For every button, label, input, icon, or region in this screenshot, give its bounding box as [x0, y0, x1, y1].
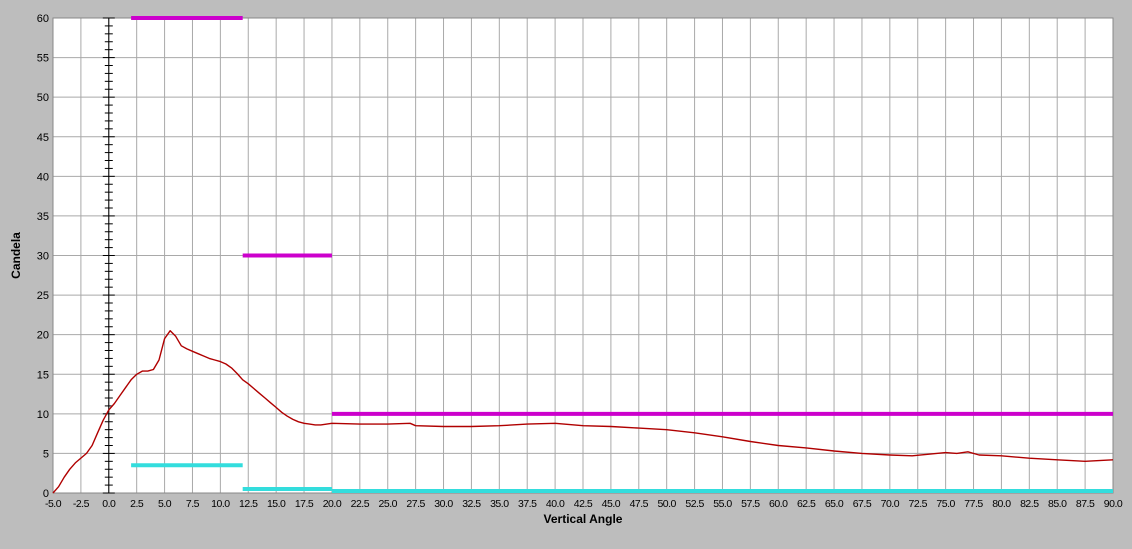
y-tick-label: 15	[37, 369, 49, 381]
y-tick-label: 60	[37, 13, 49, 25]
y-tick-label: 5	[43, 448, 49, 460]
x-tick-label: 40.0	[546, 498, 565, 510]
x-tick-label: 50.0	[657, 498, 676, 510]
x-tick-label: 65.0	[825, 498, 844, 510]
x-tick-label: 35.0	[490, 498, 509, 510]
x-tick-label: 67.5	[853, 498, 872, 510]
x-tick-label: 57.5	[741, 498, 760, 510]
x-tick-label: 5.0	[158, 498, 172, 510]
x-tick-label: 17.5	[295, 498, 314, 510]
x-tick-label: 82.5	[1020, 498, 1039, 510]
x-tick-label: 45.0	[602, 498, 621, 510]
y-tick-label: 40	[37, 171, 49, 183]
x-axis-label: Vertical Angle	[544, 512, 623, 526]
y-tick-label: 35	[37, 211, 49, 223]
x-tick-label: 10.0	[211, 498, 230, 510]
x-tick-label: 30.0	[434, 498, 453, 510]
zero-degree-axis	[102, 17, 115, 494]
x-tick-label: 77.5	[964, 498, 983, 510]
limit-lines	[131, 16, 1113, 494]
x-tick-label: 52.5	[685, 498, 704, 510]
x-tick-label: 75.0	[936, 498, 955, 510]
x-tick-label: 25.0	[379, 498, 398, 510]
x-tick-label: 2.5	[130, 498, 144, 510]
y-tick-label: 45	[37, 132, 49, 144]
x-tick-label: -2.5	[73, 498, 90, 510]
x-tick-label: 47.5	[630, 498, 649, 510]
y-tick-label: 30	[37, 251, 49, 263]
x-tick-label: 37.5	[518, 498, 537, 510]
y-tick-label: 20	[37, 330, 49, 342]
y-tick-label: 0	[43, 488, 49, 500]
x-tick-labels: -5.0 -2.5 0.0 2.5 5.0 7.5 10.0 12.5 15.0 17.5 20.0…	[45, 498, 1123, 510]
x-tick-label: 70.0	[881, 498, 900, 510]
x-tick-label: 62.5	[797, 498, 816, 510]
x-tick-label: 0.0	[102, 498, 116, 510]
y-tick-label: 25	[37, 290, 49, 302]
x-tick-label: 72.5	[909, 498, 928, 510]
x-tick-label: 85.0	[1048, 498, 1067, 510]
x-tick-label: 60.0	[769, 498, 788, 510]
y-tick-label: 55	[37, 53, 49, 65]
x-tick-label: 55.0	[713, 498, 732, 510]
x-tick-label: 15.0	[267, 498, 286, 510]
x-tick-label: 20.0	[323, 498, 342, 510]
x-tick-label: 42.5	[574, 498, 593, 510]
y-tick-labels: 0 5 10 15 20 25 30 35 40 45 50 55 60	[37, 13, 49, 500]
x-tick-label: 27.5	[406, 498, 425, 510]
x-tick-label: 22.5	[351, 498, 370, 510]
x-tick-label: 7.5	[186, 498, 200, 510]
y-tick-label: 50	[37, 92, 49, 104]
y-axis-label: Candela	[9, 232, 23, 279]
x-tick-label: -5.0	[45, 498, 62, 510]
x-tick-label: 87.5	[1076, 498, 1095, 510]
candela-curve-line	[52, 330, 1114, 494]
x-tick-label: 90.0	[1104, 498, 1123, 510]
y-tick-label: 10	[37, 409, 49, 421]
x-tick-label: 32.5	[462, 498, 481, 510]
candela-curve	[52, 330, 1114, 494]
x-tick-label: 80.0	[992, 498, 1011, 510]
x-tick-label: 12.5	[239, 498, 258, 510]
